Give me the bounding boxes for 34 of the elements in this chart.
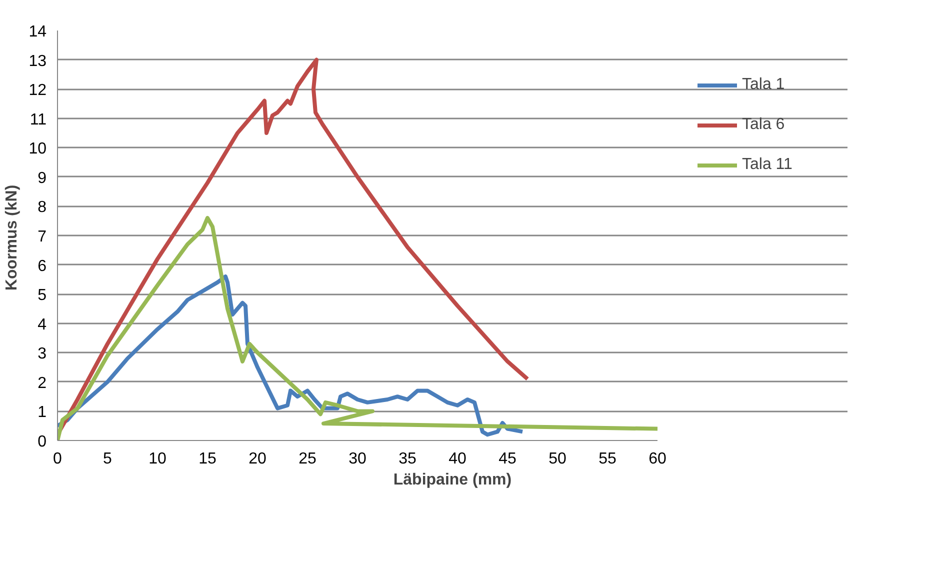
y-tick-label: 7 — [38, 228, 47, 246]
y-tick-label: 12 — [28, 82, 47, 100]
y-tick-label: 8 — [38, 199, 47, 216]
y-tick-label: 2 — [38, 374, 47, 392]
x-tick-label: 25 — [298, 450, 316, 468]
x-axis-title: Läbipaine (mm) — [393, 472, 512, 488]
legend-label: Tala 11 — [742, 156, 792, 174]
x-tick-label: 30 — [348, 450, 366, 468]
y-tick-label: 11 — [30, 111, 47, 128]
y-tick-label: 6 — [38, 258, 47, 275]
y-tick-label: 3 — [38, 346, 47, 363]
x-tick-label: 0 — [53, 450, 62, 468]
x-tick-label: 15 — [198, 450, 216, 468]
x-tick-label: 40 — [448, 450, 466, 468]
x-tick-label: 55 — [598, 450, 616, 468]
y-tick-label: 1 — [38, 404, 47, 422]
y-tick-label: 5 — [38, 287, 47, 304]
y-tick-label: 0 — [38, 434, 47, 450]
x-tick-label: 45 — [498, 450, 516, 468]
legend-label: Tala 1 — [742, 76, 785, 94]
y-tick-label: 9 — [38, 170, 47, 187]
x-tick-label: 20 — [248, 450, 266, 468]
y-axis-title: Koormus (kN) — [4, 184, 21, 291]
y-tick-label: 10 — [28, 140, 47, 158]
y-tick-label: 14 — [28, 24, 47, 40]
legend-label: Tala 6 — [742, 116, 785, 134]
line-series — [58, 274, 524, 437]
y-tick-label: 13 — [28, 52, 47, 70]
y-tick-label: 4 — [38, 316, 47, 334]
x-tick-label: 50 — [548, 450, 566, 468]
x-tick-label: 10 — [148, 450, 166, 468]
x-tick-label: 5 — [103, 450, 112, 468]
x-tick-label: 35 — [398, 450, 416, 468]
x-tick-label: 60 — [648, 450, 666, 468]
